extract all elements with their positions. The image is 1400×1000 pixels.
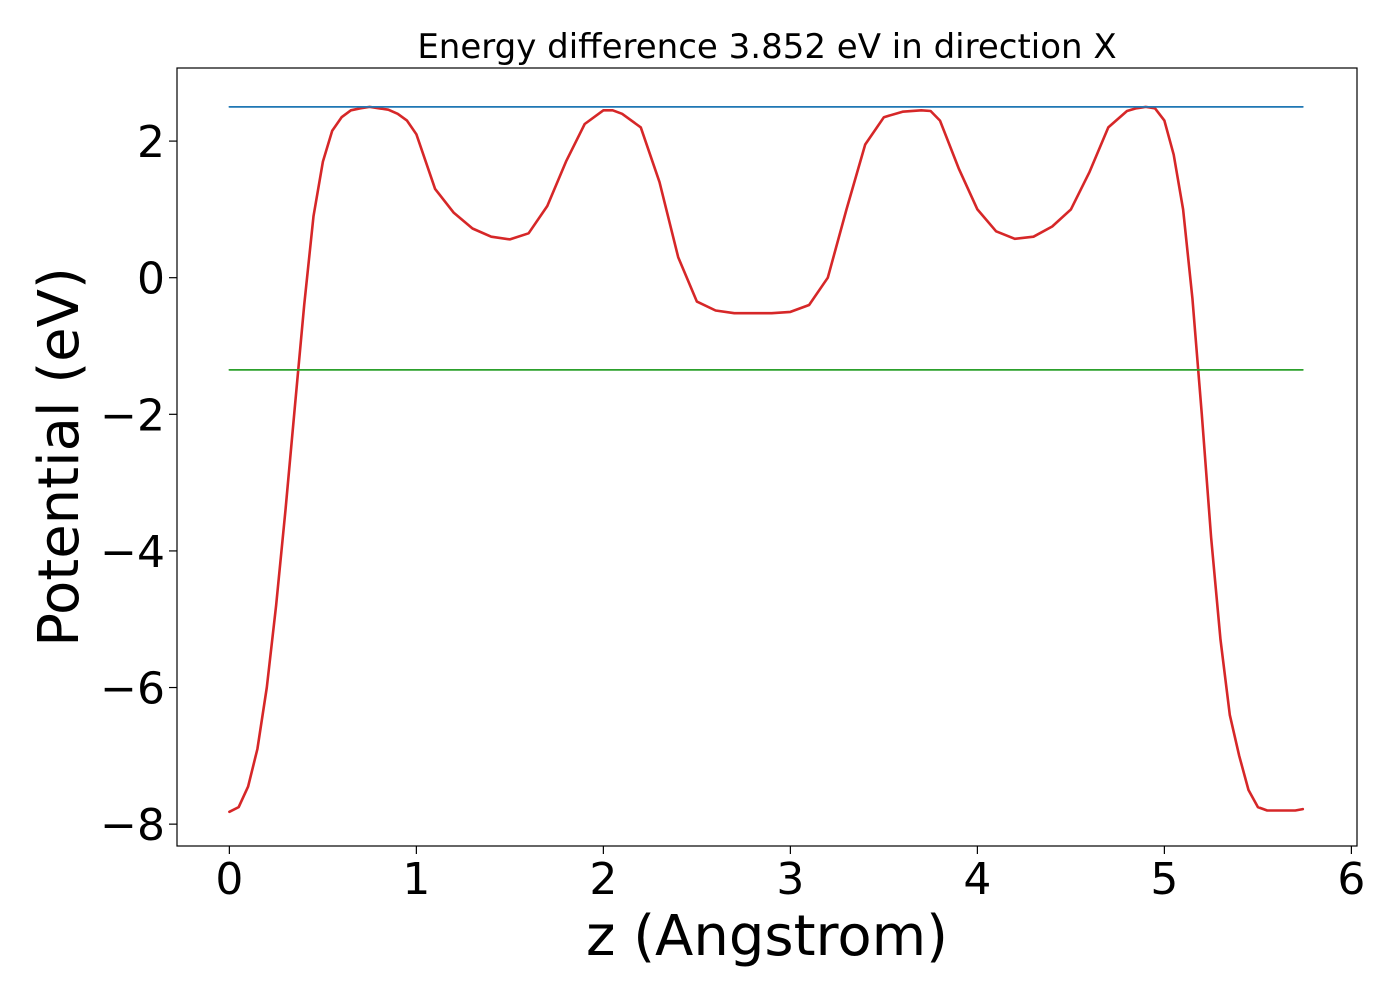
x-tick-label: 2 xyxy=(589,854,617,905)
y-tick-label: −8 xyxy=(100,800,165,851)
chart-title: Energy difference 3.852 eV in direction … xyxy=(417,27,1116,67)
x-axis: 0 1 2 3 4 5 6 xyxy=(215,846,1365,905)
y-tick-label: −4 xyxy=(100,527,165,578)
potential-curve xyxy=(228,105,1305,814)
x-tick-label: 6 xyxy=(1337,854,1365,905)
plot-frame xyxy=(176,67,1358,847)
y-tick-label: −2 xyxy=(100,390,165,441)
x-axis-label: z (Angstrom) xyxy=(586,904,948,969)
y-tick-label: −6 xyxy=(100,664,165,715)
y-tick-label: 0 xyxy=(137,254,165,305)
series-layer xyxy=(228,105,1305,814)
x-tick-label: 0 xyxy=(215,854,243,905)
y-tick-label: 2 xyxy=(137,117,165,168)
x-tick-label: 1 xyxy=(402,854,430,905)
x-tick-label: 4 xyxy=(963,854,991,905)
x-tick-label: 5 xyxy=(1150,854,1178,905)
x-tick-label: 3 xyxy=(776,854,804,905)
y-axis: −8 −6 −4 −2 0 2 xyxy=(100,117,177,851)
y-axis-label: Potential (eV) xyxy=(27,267,92,647)
